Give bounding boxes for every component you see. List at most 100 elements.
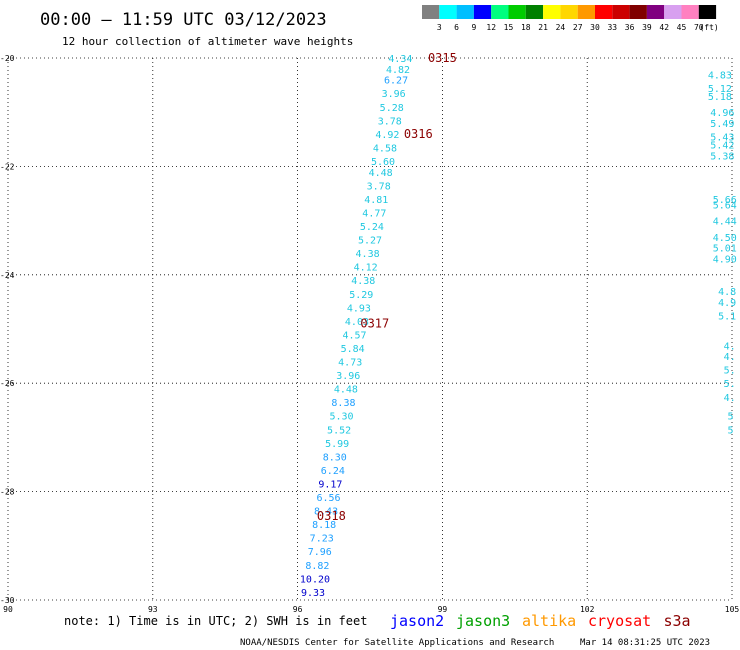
swh-value: 6.27	[384, 76, 408, 87]
colorbar-label: 27	[573, 23, 583, 32]
swh-value: 7.96	[308, 547, 332, 558]
swh-value: 9.17	[318, 479, 342, 490]
swh-value: 5.38	[710, 152, 734, 163]
swh-value: 4.48	[369, 168, 393, 179]
colorbar-label: 21	[538, 23, 548, 32]
swh-value: 5.42	[710, 141, 734, 152]
colorbar-swatch	[422, 5, 440, 19]
swh-value: 4.	[724, 393, 736, 404]
colorbar-swatch	[473, 5, 492, 19]
swh-value: 4.50	[713, 233, 737, 244]
swh-value: 4.44	[713, 217, 737, 228]
colorbar-label: 70	[694, 23, 704, 32]
swh-value: 5	[728, 425, 734, 436]
swh-value: 4.38	[356, 249, 380, 260]
x-tick-label: 99	[438, 605, 448, 614]
x-tick-label: 90	[3, 605, 13, 614]
time-label: 0315	[428, 51, 457, 65]
colorbar-label: 39	[642, 23, 652, 32]
y-tick-label: -30	[0, 596, 15, 605]
colorbar-unit: (ft)	[699, 23, 718, 32]
footer-note: note: 1) Time is in UTC; 2) SWH is in fe…	[64, 614, 367, 628]
swh-value: 8.43	[314, 507, 338, 518]
colorbar-swatch	[491, 5, 509, 19]
colorbar-label: 15	[504, 23, 514, 32]
chart-title: 00:00 — 11:59 UTC 03/12/2023	[40, 10, 327, 30]
swh-value: 4.93	[347, 303, 371, 314]
swh-value: 5.64	[713, 200, 737, 211]
colorbar-label: 6	[454, 23, 459, 32]
y-tick-label: -26	[0, 379, 15, 388]
x-tick-label: 105	[725, 605, 740, 614]
colorbar-label: 3	[437, 23, 442, 32]
time-label: 0317	[360, 317, 389, 331]
swh-value: 8.30	[323, 452, 347, 463]
swh-value: 4.34	[388, 54, 412, 65]
swh-value: 4.48	[334, 385, 358, 396]
swh-value: 5.18	[708, 92, 732, 103]
colorbar-label: 33	[607, 23, 617, 32]
colorbar-swatch	[664, 5, 682, 19]
y-tick-label: -22	[0, 162, 15, 171]
colorbar-label: 36	[625, 23, 635, 32]
y-tick-label: -28	[0, 488, 15, 497]
x-tick-label: 93	[148, 605, 158, 614]
swh-value: 5.	[724, 366, 736, 377]
satellite-cryosat: cryosat	[588, 612, 651, 630]
swh-value: 3.96	[336, 371, 360, 382]
swh-value: 6.56	[316, 493, 340, 504]
x-tick-label: 96	[293, 605, 303, 614]
colorbar-swatch	[681, 5, 699, 19]
colorbar-label: 18	[521, 23, 531, 32]
swh-value: 5	[728, 412, 734, 423]
swh-value: 5.60	[371, 157, 395, 168]
swh-value: 4.57	[343, 330, 367, 341]
colorbar-legend: 3 6 9 12 15 18 21 24 27 30 33 36 39 42 45 70(ft)	[422, 5, 719, 32]
swh-value: 8.82	[305, 561, 329, 572]
axis-ticks: 90 93 96 99 102 105 -20 -22 -24 -26 -28 -30	[0, 54, 739, 614]
colorbar-swatch	[439, 5, 457, 19]
swh-value: 8.38	[331, 398, 355, 409]
x-tick-label: 102	[580, 605, 595, 614]
colorbar-label: 45	[677, 23, 687, 32]
colorbar-swatch	[508, 5, 526, 19]
swh-value: 3.96	[382, 89, 406, 100]
colorbar-label: 9	[471, 23, 476, 32]
colorbar-swatch	[629, 5, 647, 19]
colorbar-swatch	[560, 5, 578, 19]
satellite-s3a: s3a	[664, 612, 691, 630]
swh-value: 5.30	[329, 412, 353, 423]
colorbar-swatch	[698, 5, 717, 19]
colorbar-label: 12	[486, 23, 496, 32]
colorbar-swatch	[525, 5, 544, 19]
swh-value: 5.43	[710, 133, 734, 144]
swh-value: 5.66	[713, 195, 737, 206]
swh-value: 4.96	[710, 108, 734, 119]
swh-value: 10.20	[300, 574, 330, 585]
swh-value: 4.	[724, 352, 736, 363]
time-labels: 0315 0316 0317 0318	[317, 51, 457, 523]
colorbar-label: 30	[590, 23, 600, 32]
swh-value: 4.12	[354, 263, 378, 274]
swh-value: 4.92	[375, 130, 399, 141]
colorbar-swatch	[456, 5, 474, 19]
swh-value: 4.90	[713, 255, 737, 266]
swh-value: 5.12	[708, 84, 732, 95]
satellite-altika: altika	[522, 612, 576, 630]
swh-value: 5.29	[349, 290, 373, 301]
satellite-jason3: jason3	[456, 612, 510, 630]
swh-value: 5.01	[713, 244, 737, 255]
chart-subtitle: 12 hour collection of altimeter wave hei…	[62, 35, 353, 48]
swh-value: 6.24	[321, 466, 345, 477]
swh-value: 4.	[724, 341, 736, 352]
swh-value: 4.81	[364, 195, 388, 206]
time-label: 0316	[404, 127, 433, 141]
swh-value: 5.84	[341, 344, 365, 355]
colorbar-swatch	[646, 5, 665, 19]
y-tick-label: -24	[0, 271, 15, 280]
colorbar-label: 42	[659, 23, 669, 32]
swh-value: 4.03	[345, 317, 369, 328]
swh-value: 4.83	[708, 70, 732, 81]
plot-grid	[7, 57, 733, 601]
swh-value: 7.23	[310, 534, 334, 545]
